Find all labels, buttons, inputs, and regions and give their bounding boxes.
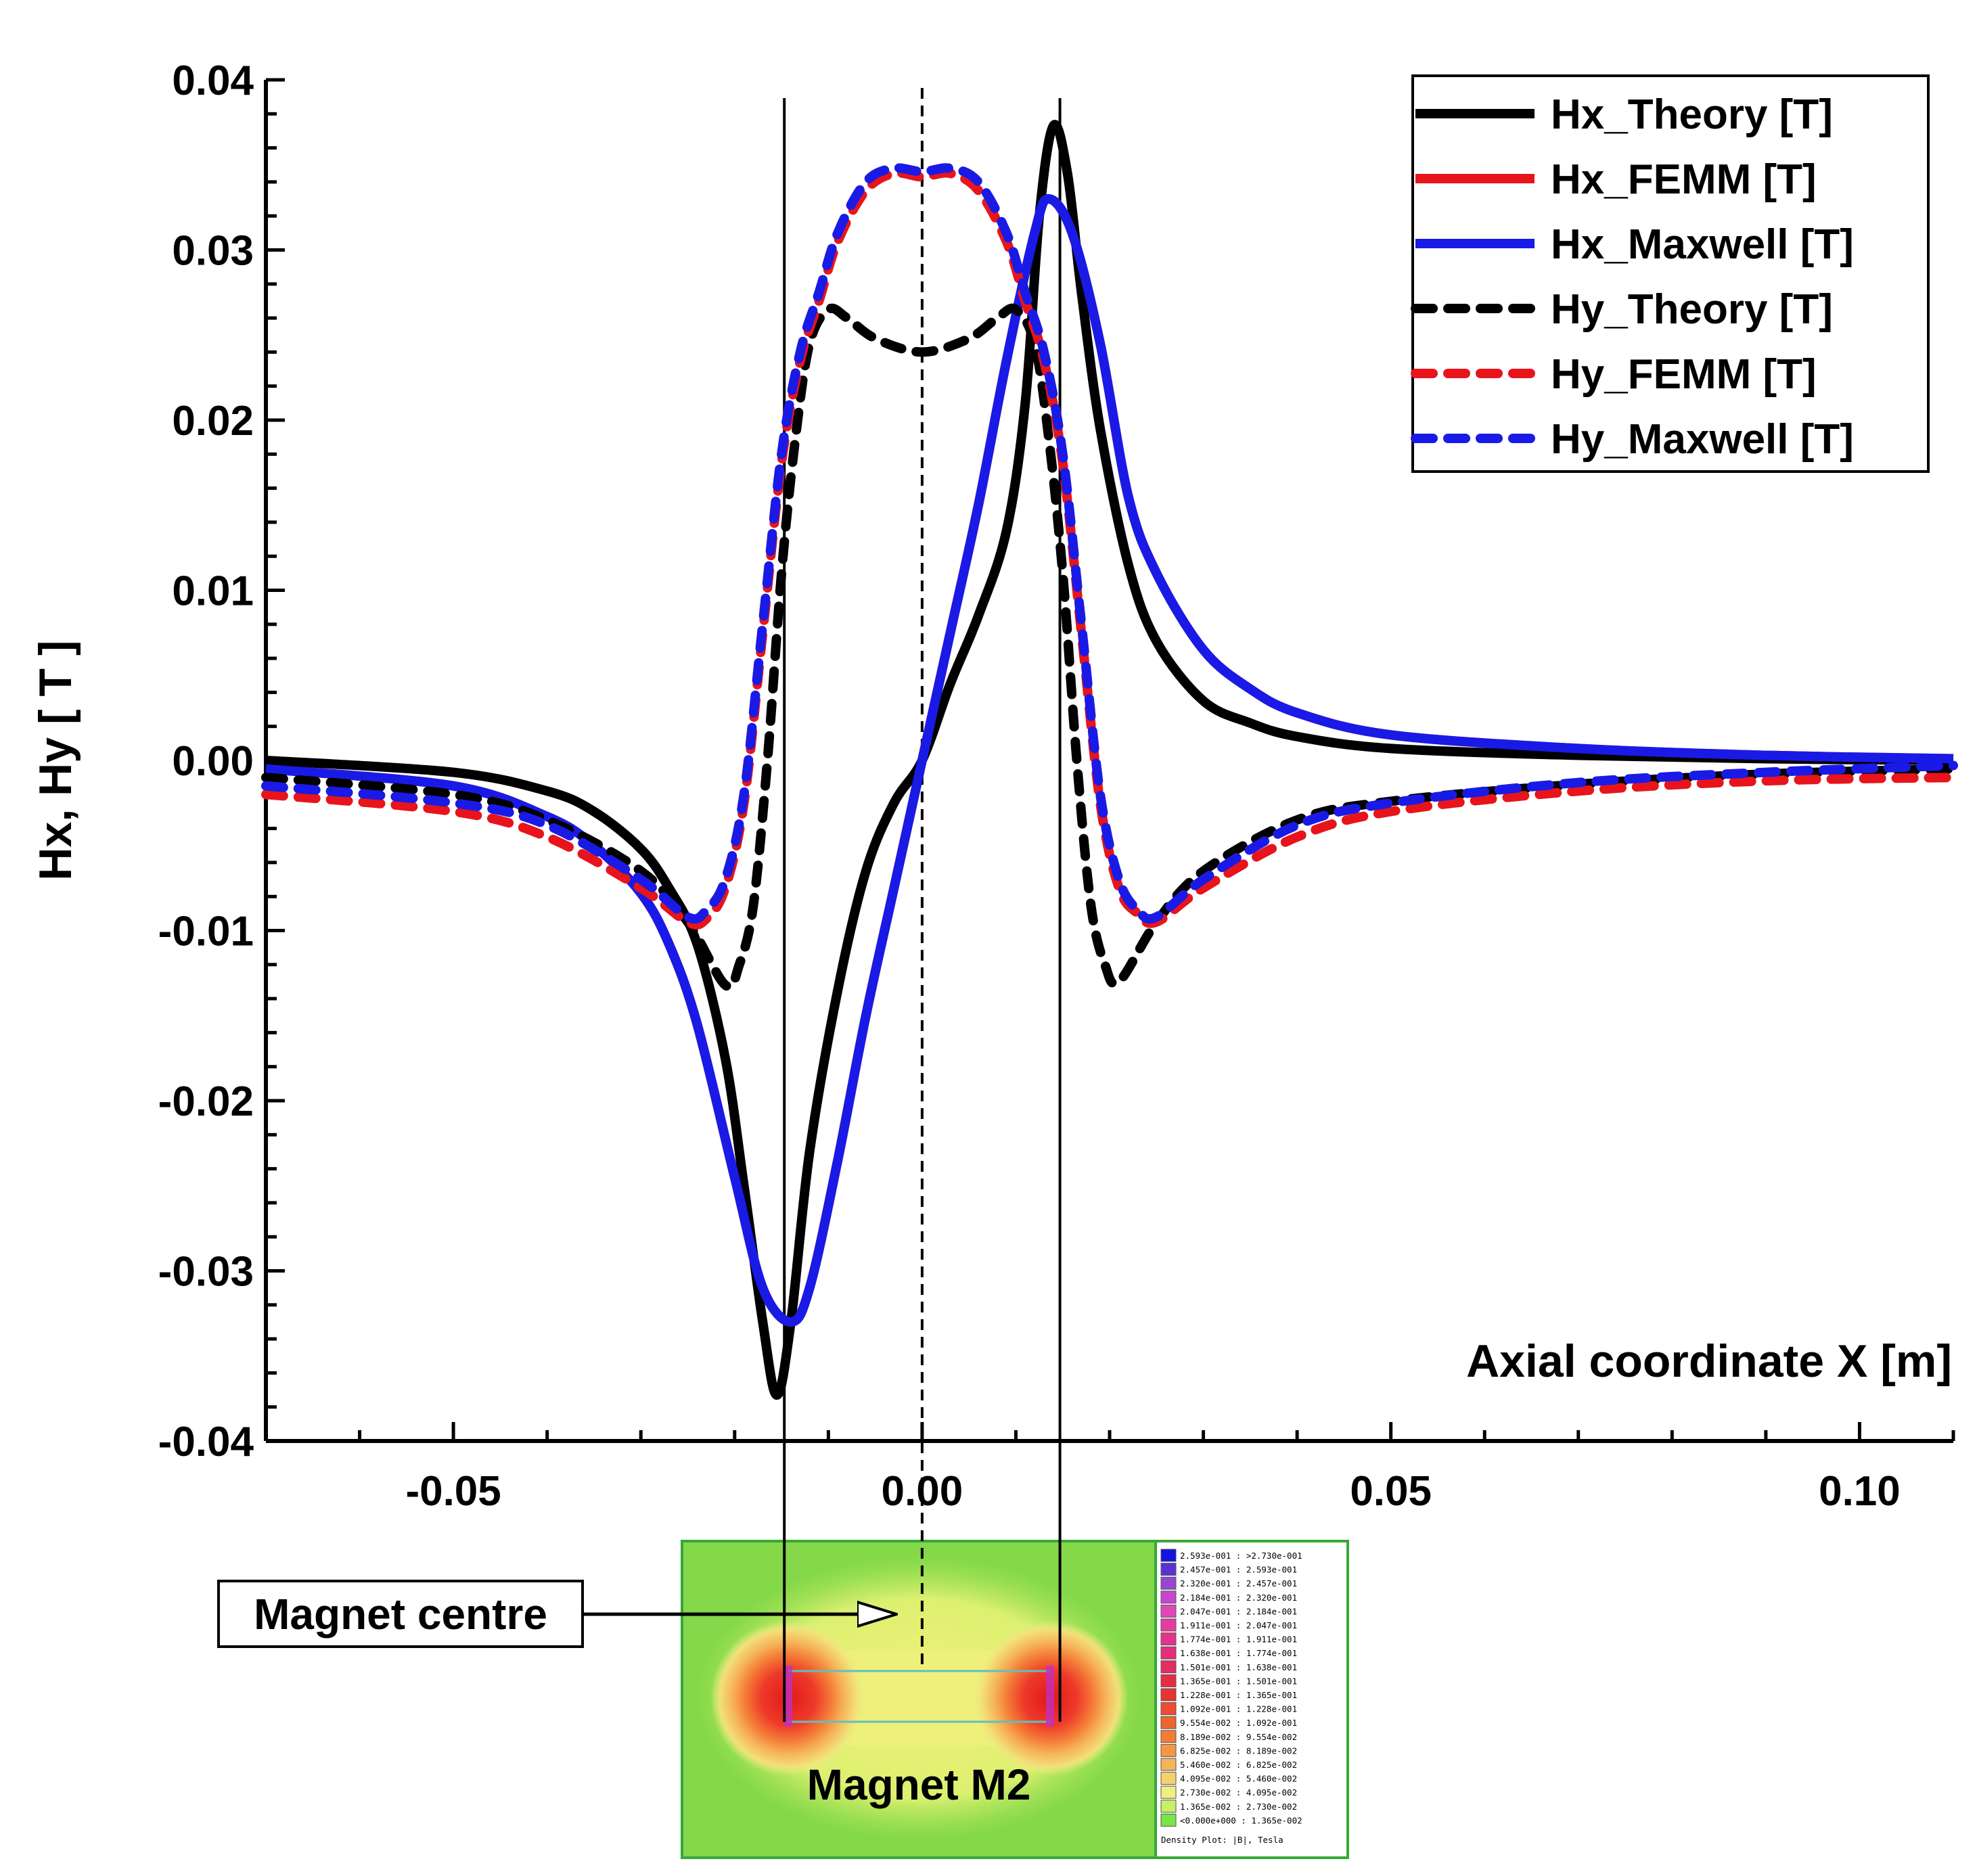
series-line-hx-maxwell-t xyxy=(265,194,1954,1327)
x-tick-label: 0.00 xyxy=(882,1468,963,1515)
colorbar-range-label: 2.047e-001 : 2.184e-001 xyxy=(1180,1606,1297,1616)
colorbar-range-label: <0.000e+000 : 1.365e-002 xyxy=(1180,1815,1302,1825)
legend-label: Hx_FEMM [T] xyxy=(1551,156,1817,203)
x-tick-label: 0.05 xyxy=(1350,1468,1432,1515)
legend-label: Hy_FEMM [T] xyxy=(1551,351,1817,398)
femm-density-plot: Magnet M2 xyxy=(681,1540,1157,1859)
legend-label: Hx_Theory [T] xyxy=(1551,91,1833,138)
y-axis-title: Hx, Hy [ T ] xyxy=(30,640,81,880)
colorbar-swatch xyxy=(1160,1632,1177,1646)
series-line-hy-femm-t xyxy=(261,168,1958,930)
y-tick-label: -0.01 xyxy=(158,909,254,955)
legend-label: Hy_Theory [T] xyxy=(1551,286,1833,333)
colorbar-range-label: 9.554e-002 : 1.092e-001 xyxy=(1180,1718,1297,1728)
colorbar-range-label: 6.825e-002 : 8.189e-002 xyxy=(1180,1745,1297,1756)
colorbar-swatch xyxy=(1160,1743,1177,1757)
y-tick-label: 0.00 xyxy=(172,738,254,785)
y-tick-label: 0.04 xyxy=(172,58,254,104)
colorbar-swatch xyxy=(1160,1674,1177,1687)
colorbar-swatch xyxy=(1160,1785,1177,1799)
colorbar-range-label: 2.730e-002 : 4.095e-002 xyxy=(1180,1787,1297,1798)
density-colorbar: 2.593e-001 : >2.730e-001 2.457e-001 : 2.5… xyxy=(1154,1540,1349,1859)
colorbar-swatch xyxy=(1160,1618,1177,1632)
colorbar-caption: Density Plot: |B|, Tesla xyxy=(1161,1835,1283,1845)
y-tick-label: -0.02 xyxy=(158,1078,254,1125)
legend: Hx_Theory [T] Hx_FEMM [T] Hx_Maxwell [T] Hy… xyxy=(1411,74,1930,473)
colorbar-swatch xyxy=(1160,1646,1177,1660)
colorbar-swatch xyxy=(1160,1730,1177,1743)
colorbar-swatch xyxy=(1160,1660,1177,1674)
axes: -0.04 -0.03 -0.02 -0.01 0.00 0.01 0.02 0.03 0.04… xyxy=(158,58,1955,1515)
colorbar-range-label: 8.189e-002 : 9.554e-002 xyxy=(1180,1732,1297,1742)
colorbar-range-label: 2.457e-001 : 2.593e-001 xyxy=(1180,1565,1297,1575)
colorbar-swatch xyxy=(1160,1813,1177,1827)
colorbar-range-label: 1.365e-002 : 2.730e-002 xyxy=(1180,1802,1297,1812)
magnet-m2-label: Magnet M2 xyxy=(807,1760,1031,1809)
colorbar-range-label: 1.911e-001 : 2.047e-001 xyxy=(1180,1620,1297,1630)
colorbar-swatch xyxy=(1160,1576,1177,1590)
magnet-centre-callout: Magnet centre xyxy=(217,1580,896,1648)
colorbar-range-label: 1.092e-001 : 1.228e-001 xyxy=(1180,1704,1297,1714)
colorbar-range-label: 2.184e-001 : 2.320e-001 xyxy=(1180,1593,1297,1603)
series-line-hy-maxwell-t xyxy=(261,163,1958,924)
colorbar-range-label: 5.460e-002 : 6.825e-002 xyxy=(1180,1760,1297,1770)
colorbar-range-label: 1.774e-001 : 1.911e-001 xyxy=(1180,1634,1297,1645)
colorbar-range-label: 2.320e-001 : 2.457e-001 xyxy=(1180,1578,1297,1588)
legend-label: Hy_Maxwell [T] xyxy=(1551,416,1854,463)
y-tick-label: -0.04 xyxy=(158,1419,254,1465)
x-tick-label: -0.05 xyxy=(405,1468,501,1515)
colorbar-range-label: 1.638e-001 : 1.774e-001 xyxy=(1180,1648,1297,1658)
x-axis-title: Axial coordinate X [m] xyxy=(1466,1335,1952,1387)
colorbar-swatch xyxy=(1160,1591,1177,1604)
colorbar-range-label: 1.365e-001 : 1.501e-001 xyxy=(1180,1676,1297,1686)
colorbar-range-label: 4.095e-002 : 5.460e-002 xyxy=(1180,1774,1297,1784)
colorbar-swatch xyxy=(1160,1604,1177,1618)
colorbar-swatch xyxy=(1160,1716,1177,1729)
colorbar-range-label: 2.593e-001 : >2.730e-001 xyxy=(1180,1551,1302,1561)
y-tick-label: -0.03 xyxy=(158,1249,254,1296)
colorbar-swatch xyxy=(1160,1800,1177,1813)
colorbar-swatch xyxy=(1160,1563,1177,1576)
y-tick-label: 0.01 xyxy=(172,568,254,615)
colorbar-swatch xyxy=(1160,1688,1177,1701)
y-tick-label: 0.02 xyxy=(172,398,254,444)
series-line-hy-theory-t xyxy=(261,303,1958,992)
colorbar-range-label: 1.228e-001 : 1.365e-001 xyxy=(1180,1690,1297,1700)
colorbar-swatch xyxy=(1160,1702,1177,1716)
colorbar-swatch xyxy=(1160,1758,1177,1771)
x-tick-label: 0.10 xyxy=(1819,1468,1901,1515)
y-tick-label: 0.03 xyxy=(172,228,254,275)
series-line-hx-theory-t xyxy=(265,120,1954,1400)
colorbar-swatch xyxy=(1160,1772,1177,1785)
colorbar-range-label: 1.501e-001 : 1.638e-001 xyxy=(1180,1662,1297,1672)
colorbar-swatch xyxy=(1160,1549,1177,1562)
magnet-centre-label: Magnet centre xyxy=(254,1590,547,1639)
legend-label: Hx_Maxwell [T] xyxy=(1551,221,1854,268)
